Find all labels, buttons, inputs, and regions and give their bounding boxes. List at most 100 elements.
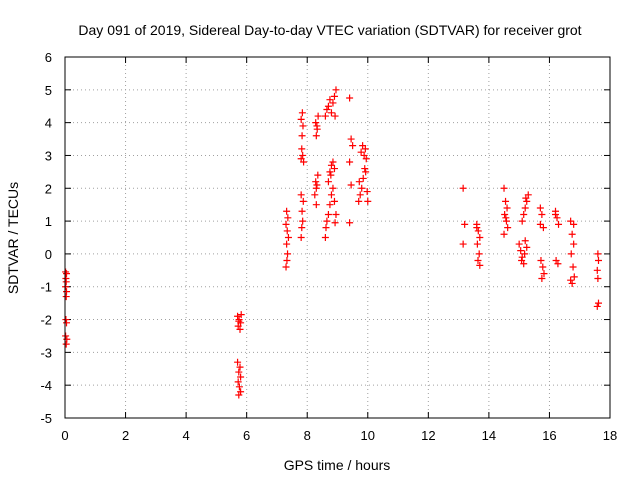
data-point <box>330 165 338 173</box>
data-point <box>326 168 334 176</box>
data-point <box>283 227 291 235</box>
data-point <box>323 106 331 114</box>
data-point <box>313 181 321 189</box>
data-point <box>594 275 602 283</box>
data-point <box>569 263 577 271</box>
data-point <box>555 220 563 228</box>
data-point <box>300 158 308 166</box>
data-point <box>523 243 531 251</box>
data-point <box>62 293 70 301</box>
data-point <box>500 184 508 192</box>
data-point <box>236 325 244 333</box>
data-point <box>312 178 320 186</box>
x-tick-labels: 0 2 4 6 8 10 12 14 16 18 <box>61 428 617 443</box>
data-point <box>312 119 320 127</box>
plot-frame <box>64 56 611 419</box>
data-point <box>329 99 337 107</box>
data-point <box>62 332 70 340</box>
data-point <box>321 234 329 241</box>
data-point <box>517 247 525 255</box>
data-point <box>62 316 70 324</box>
data-point <box>283 207 291 215</box>
data-point <box>475 250 483 258</box>
data-point <box>62 340 70 348</box>
data-point <box>330 92 338 100</box>
data-point <box>327 109 335 117</box>
data-point <box>459 184 467 192</box>
y-tick-label: 5 <box>45 83 52 98</box>
x-tick-label: 4 <box>182 428 189 443</box>
data-point <box>234 312 242 320</box>
x-tick-label: 8 <box>304 428 311 443</box>
data-point <box>538 211 546 219</box>
y-tick-label: -3 <box>40 345 52 360</box>
data-point <box>63 335 71 343</box>
data-point <box>282 220 290 228</box>
data-point <box>554 260 562 268</box>
data-point <box>321 112 329 120</box>
x-tick-label: 6 <box>243 428 250 443</box>
data-point <box>503 204 511 212</box>
data-point <box>594 250 602 258</box>
x-tick-label: 12 <box>421 428 435 443</box>
data-point <box>62 278 70 286</box>
y-tick-label: -1 <box>40 280 52 295</box>
x-tick-label: 14 <box>482 428 496 443</box>
data-point <box>459 240 467 248</box>
data-point <box>567 276 575 284</box>
data-point <box>501 211 509 219</box>
data-point <box>299 197 307 205</box>
data-point <box>473 240 481 248</box>
x-tick-label: 18 <box>603 428 617 443</box>
data-point <box>362 168 370 176</box>
data-point <box>346 158 354 166</box>
data-point <box>314 112 322 120</box>
data-point <box>504 224 512 232</box>
data-point <box>593 266 601 274</box>
data-point <box>594 299 602 307</box>
data-point <box>329 184 337 192</box>
data-point <box>299 122 307 130</box>
axis-ticks <box>64 56 611 419</box>
data-point <box>283 256 291 264</box>
data-point <box>359 174 367 182</box>
data-point <box>298 132 306 140</box>
data-point <box>298 207 306 215</box>
data-point <box>235 391 243 399</box>
data-point <box>327 171 335 179</box>
data-point <box>237 388 245 396</box>
data-point <box>284 250 292 258</box>
data-point <box>521 250 529 258</box>
data-point <box>313 122 321 130</box>
data-point <box>356 191 364 199</box>
data-point <box>63 270 71 278</box>
data-point <box>314 171 322 179</box>
data-point <box>355 178 363 186</box>
data-point <box>330 197 338 205</box>
data-point <box>62 268 70 276</box>
y-tick-label: 4 <box>45 116 52 131</box>
data-point <box>355 197 363 205</box>
x-tick-label: 0 <box>61 428 68 443</box>
data-point <box>570 240 578 248</box>
data-point <box>298 109 306 117</box>
data-point <box>237 311 245 319</box>
data-point <box>312 201 320 209</box>
data-point <box>363 188 371 196</box>
data-point <box>237 373 245 381</box>
data-point <box>347 181 355 189</box>
data-point <box>324 102 332 110</box>
data-point <box>234 358 242 366</box>
data-point <box>536 204 544 212</box>
data-point <box>282 263 290 271</box>
data-point <box>538 275 546 283</box>
data-point <box>473 224 481 232</box>
data-point <box>539 263 547 271</box>
x-axis-label: GPS time / hours <box>284 457 391 473</box>
data-point <box>567 250 575 258</box>
data-point <box>297 234 305 241</box>
data-point <box>518 256 526 264</box>
data-point <box>312 184 320 192</box>
data-point <box>474 227 482 235</box>
data-point <box>364 197 372 205</box>
